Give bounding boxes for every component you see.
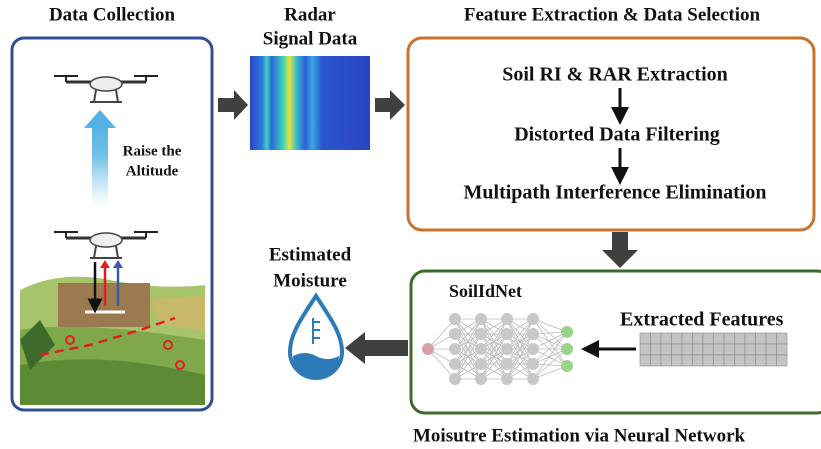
feature-cell — [735, 355, 746, 366]
neuron — [561, 343, 573, 355]
feature-cell — [777, 355, 788, 366]
feature-cell — [735, 344, 746, 355]
neuron — [501, 373, 513, 385]
neuron — [527, 328, 539, 340]
feature-cell — [703, 355, 714, 366]
feature-cell — [735, 333, 746, 344]
step: Distorted Data Filtering — [514, 124, 720, 146]
feature-cell — [640, 333, 651, 344]
feature-cell — [766, 344, 777, 355]
neuron — [501, 358, 513, 370]
feature-cell — [661, 355, 672, 366]
neuron — [449, 328, 461, 340]
arrow — [345, 332, 408, 364]
neuron — [501, 343, 513, 355]
neuron — [449, 313, 461, 325]
section-title: Signal Data — [263, 28, 358, 49]
neuron — [501, 313, 513, 325]
arrow — [218, 90, 248, 120]
section-title: Feature Extraction & Data Selection — [464, 4, 761, 25]
model-name: SoilIdNet — [449, 281, 522, 301]
arrow — [602, 232, 638, 268]
neuron — [527, 343, 539, 355]
feature-cell — [640, 344, 651, 355]
feature-cell — [682, 333, 693, 344]
neuron — [561, 326, 573, 338]
neuron — [475, 358, 487, 370]
feature-cell — [714, 355, 725, 366]
feature-cell — [682, 355, 693, 366]
neuron — [449, 343, 461, 355]
feature-cell — [672, 333, 683, 344]
neuron — [527, 373, 539, 385]
neuron — [449, 358, 461, 370]
step: Multipath Interference Elimination — [464, 182, 767, 204]
feature-cell — [651, 344, 662, 355]
feature-cell — [777, 344, 788, 355]
feature-cell — [714, 333, 725, 344]
neuron — [561, 360, 573, 372]
neuron — [475, 328, 487, 340]
feature-cell — [661, 333, 672, 344]
feature-cell — [661, 344, 672, 355]
feature-cell — [766, 355, 777, 366]
neuron — [449, 373, 461, 385]
feature-cell — [724, 355, 735, 366]
feature-cell — [745, 355, 756, 366]
feature-cell — [777, 333, 788, 344]
diagram: Data Collection Raise the Altitude Radar… — [0, 0, 821, 449]
step: Soil RI & RAR Extraction — [502, 64, 728, 86]
output-title: Estimated — [269, 244, 352, 265]
feature-cell — [693, 344, 704, 355]
feature-cell — [651, 333, 662, 344]
arrow — [375, 90, 405, 120]
section-title: Radar — [284, 4, 336, 25]
feature-cell — [651, 355, 662, 366]
feature-cell — [756, 344, 767, 355]
feature-cell — [724, 344, 735, 355]
feature-cell — [693, 355, 704, 366]
feature-cell — [672, 344, 683, 355]
input-label: Extracted Features — [620, 309, 784, 331]
section-title: Data Collection — [49, 4, 176, 25]
feature-cell — [714, 344, 725, 355]
radar-image — [250, 56, 370, 150]
feature-cell — [703, 333, 714, 344]
annotation: Altitude — [126, 163, 179, 179]
feature-cell — [682, 344, 693, 355]
neuron — [422, 343, 434, 355]
feature-cell — [693, 333, 704, 344]
moisture-icon — [290, 296, 342, 379]
section-title: Moisutre Estimation via Neural Network — [413, 425, 746, 446]
feature-cell — [745, 333, 756, 344]
page: Data Collection Raise the Altitude Radar… — [0, 0, 821, 449]
feature-cell — [703, 344, 714, 355]
feature-cell — [672, 355, 683, 366]
neuron — [475, 373, 487, 385]
neuron — [475, 343, 487, 355]
raise-arrow-shaft — [92, 122, 108, 207]
feature-grid — [640, 333, 787, 366]
neuron — [527, 358, 539, 370]
feature-cell — [724, 333, 735, 344]
feature-cell — [756, 333, 767, 344]
feature-cell — [766, 333, 777, 344]
neuron — [475, 313, 487, 325]
annotation: Raise the — [123, 143, 182, 159]
feature-cell — [640, 355, 651, 366]
feature-cell — [745, 344, 756, 355]
neuron — [527, 313, 539, 325]
output-title: Moisture — [273, 270, 347, 291]
feature-cell — [756, 355, 767, 366]
neuron — [501, 328, 513, 340]
